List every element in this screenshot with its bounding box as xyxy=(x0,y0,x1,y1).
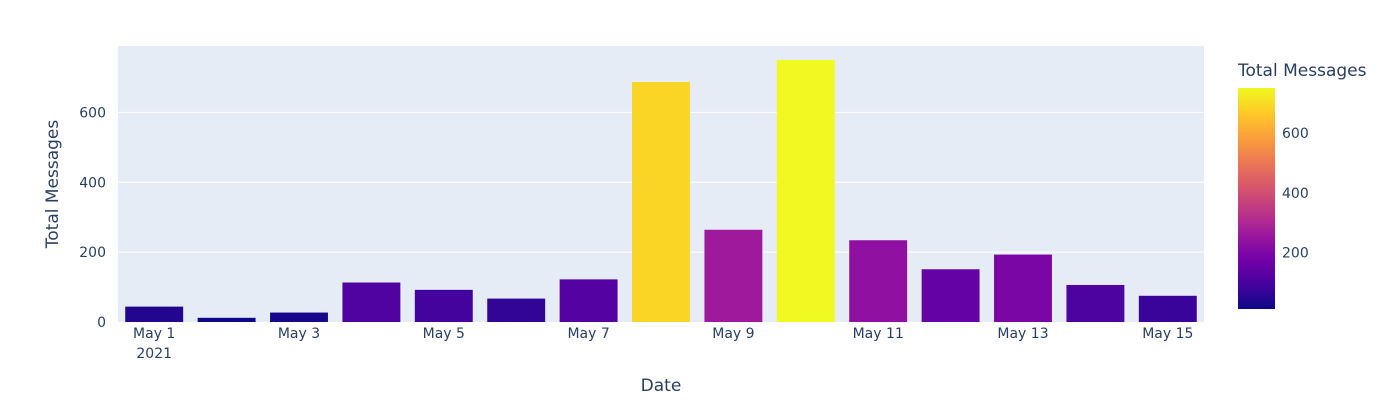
bar[interactable] xyxy=(849,240,908,322)
bar[interactable] xyxy=(776,59,835,323)
y-axis-title: Total Messages xyxy=(43,120,63,250)
bar[interactable] xyxy=(1138,295,1197,322)
colorbar-gradient xyxy=(1238,88,1275,309)
x-tick-label: May 11 xyxy=(853,326,904,342)
colorbar-tick-label: 400 xyxy=(1282,186,1309,202)
bar[interactable] xyxy=(921,269,980,322)
y-tick-label: 0 xyxy=(97,315,106,331)
colorbar: Total Messages 200 400 600 xyxy=(1237,61,1367,309)
x-tick-label: May 1 xyxy=(133,326,175,342)
bar[interactable] xyxy=(197,317,256,322)
x-tick-label: May 7 xyxy=(567,326,609,342)
x-tick-label: May 9 xyxy=(712,326,754,342)
x-tick-labels: May 1 2021 May 3 May 5 May 7 May 9 May 11 May 1… xyxy=(133,326,1193,362)
colorbar-tick-label: 600 xyxy=(1282,126,1309,142)
x-tick-label: May 15 xyxy=(1142,326,1193,342)
bar[interactable] xyxy=(125,306,184,322)
bar[interactable] xyxy=(994,254,1052,322)
colorbar-tick-label: 200 xyxy=(1282,246,1309,262)
colorbar-tick-labels: 200 400 600 xyxy=(1282,126,1309,262)
bar[interactable] xyxy=(1066,284,1125,322)
bar[interactable] xyxy=(342,282,401,322)
colorbar-title: Total Messages xyxy=(1237,61,1367,81)
x-tick-label: May 5 xyxy=(423,326,465,342)
bar[interactable] xyxy=(414,289,473,322)
x-tick-label: May 13 xyxy=(997,326,1048,342)
bar[interactable] xyxy=(704,229,763,322)
y-tick-labels: 0 200 400 600 xyxy=(79,105,106,331)
bar[interactable] xyxy=(632,81,690,323)
bar[interactable] xyxy=(559,279,618,322)
y-tick-label: 400 xyxy=(79,175,106,191)
bars xyxy=(125,59,1197,323)
x-axis-title: Date xyxy=(641,376,682,396)
bar[interactable] xyxy=(487,298,546,322)
y-tick-label: 200 xyxy=(79,245,106,261)
bar[interactable] xyxy=(270,312,328,322)
x-tick-label: May 3 xyxy=(278,326,320,342)
x-tick-sublabel: 2021 xyxy=(136,346,172,362)
y-tick-label: 600 xyxy=(79,105,106,121)
